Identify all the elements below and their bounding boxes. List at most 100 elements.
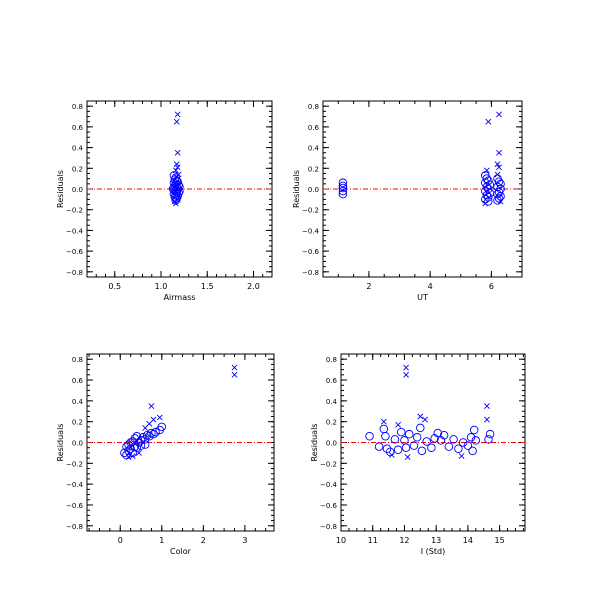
data-point-circle [412,433,422,442]
data-point-circle [485,429,495,439]
y-tick-label: 0.2 [72,419,83,427]
data-point-cross [231,364,238,371]
data-point-circle [175,186,184,196]
data-point-cross [380,418,387,425]
data-point-cross [496,164,502,171]
x-tick-label: 6 [489,282,494,291]
data-point-cross [129,453,136,459]
panel-ut: 2 4 6 −0.8 −0.6 −0.4 −0.2 0.0 0.2 0.4 0.6 0.8 UT Resi… [292,100,523,302]
data-point-circle [494,194,504,203]
x-tick-label: 12 [399,536,409,545]
data-point-circle [132,432,142,441]
x-axis-label: I (Std) [421,547,445,556]
data-point-cross [136,449,142,456]
data-point-circle [484,435,493,444]
data-point-cross [484,403,490,409]
data-point-circle [449,435,458,444]
y-tick-label: 0.8 [72,103,83,111]
y-axis-label: Residuals [56,424,65,462]
data-point-circle [365,432,374,441]
data-point-cross [404,454,411,460]
y-tick-label: 0.6 [326,377,338,385]
data-point-circle [338,189,348,199]
y-axis-label: Residuals [56,170,65,208]
data-point-cross [496,111,502,118]
data-point-circle [338,181,348,191]
y-tick-label: 0.4 [308,145,320,153]
data-point-circle [397,427,406,437]
y-axis-label: Residuals [292,170,301,208]
data-point-circle [385,447,395,457]
y-tick-label: 0.8 [308,103,319,111]
data-point-circle [439,430,449,440]
y-tick-label: 0.6 [308,124,320,132]
data-point-circle [168,184,178,194]
data-point-circle [140,440,150,449]
data-point-circle [471,436,481,445]
y-tick-label: 0.8 [326,356,337,364]
y-tick-label: −0.8 [302,269,319,277]
data-point-circle [463,441,473,450]
data-point-circle [338,183,348,193]
data-point-circle [122,442,131,451]
data-point-circle [128,448,137,458]
data-point-cross [497,198,504,205]
y-axis-label: Residuals [310,424,319,462]
data-point-cross [494,171,501,178]
data-point-circle [381,432,390,441]
data-point-circle [444,442,454,451]
x-tick-label: 15 [495,536,505,545]
y-tick-label: 0.6 [72,377,84,385]
x-tick-label: 0 [118,536,123,545]
data-point-cross [494,161,501,168]
y-tick-label: −0.6 [302,248,320,256]
data-point-circle [120,448,129,458]
y-tick-label: 0.4 [72,145,84,153]
data-point-circle [393,445,403,455]
y-tick-label: −0.4 [66,481,84,489]
data-point-cross [174,149,181,156]
data-point-circle [427,443,436,452]
x-tick-label: 1.5 [201,282,214,291]
data-point-cross [417,413,424,420]
data-point-cross [482,200,489,207]
y-tick-label: 0.8 [72,356,83,364]
data-point-circle [482,190,492,200]
x-tick-label: 4 [428,282,433,291]
data-point-circle [157,422,167,432]
data-point-circle [496,179,505,189]
y-tick-label: 0.4 [326,398,338,406]
data-point-circle [149,429,158,439]
data-point-circle [374,442,384,451]
data-point-circle [417,446,427,456]
data-point-cross [496,149,502,156]
x-tick-label: 2 [201,536,206,545]
x-tick-label: 1 [159,536,164,545]
y-tick-label: −0.8 [66,523,83,531]
y-tick-label: −0.2 [66,207,83,215]
panel-color: 0 1 2 3 −0.8 −0.6 −0.4 −0.2 0.0 0.2 0.4 0.6 0.8 Color… [56,353,275,556]
y-tick-label: −0.2 [302,207,319,215]
y-tick-label: −0.8 [320,523,337,531]
data-point-circle [151,427,160,437]
x-tick-label: 13 [431,536,441,545]
x-axis-label: Color [170,547,192,556]
x-tick-label: 10 [336,536,346,545]
data-point-circle [469,425,479,435]
data-point-circle [416,423,425,433]
data-point-cross [395,421,402,428]
y-tick-label: 0.4 [72,398,84,406]
y-tick-label: −0.2 [320,460,337,468]
panel-airmass: 0.5 1.0 1.5 2.0 −0.8 −0.6 −0.4 −0.2 0.0 0.2 0.4 0.6… [56,100,273,302]
data-point-cross [156,414,163,421]
data-point-cross [172,200,179,207]
data-point-cross [403,364,409,371]
data-point-circle [458,438,468,447]
x-tick-label: 0.5 [108,282,121,291]
data-point-circle [484,197,493,206]
x-tick-label: 11 [368,536,378,545]
y-tick-label: 0.2 [308,165,319,173]
data-point-circle [338,178,348,188]
